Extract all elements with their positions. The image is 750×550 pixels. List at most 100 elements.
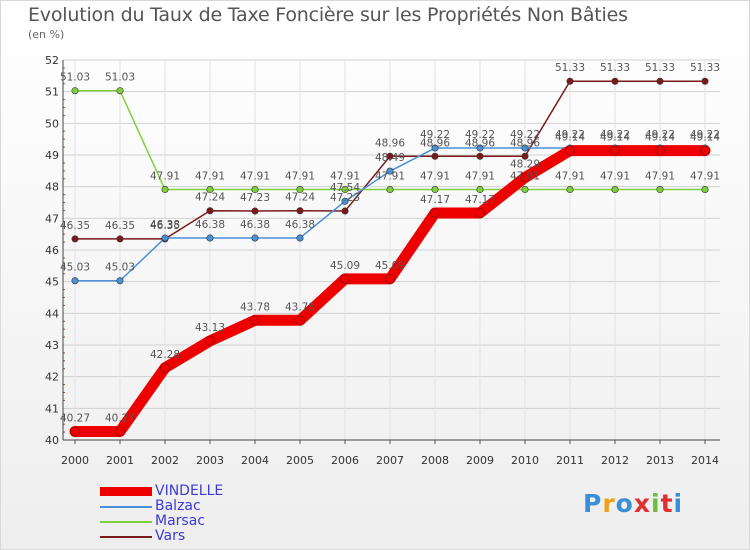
point-vars [251, 207, 259, 215]
point-balzac [161, 234, 169, 242]
point-vindelle [655, 145, 665, 156]
point-marsac [71, 87, 79, 95]
data-label-marsac: 51.03 [60, 72, 90, 84]
data-label-marsac: 47.91 [600, 171, 630, 183]
point-marsac [296, 186, 304, 194]
y-tick-label: 47 [45, 212, 59, 225]
data-label-balzac: 46.38 [195, 219, 225, 231]
data-label-balzac: 49.22 [690, 129, 720, 141]
data-label-vars: 47.24 [195, 192, 225, 204]
data-label-balzac: 49.22 [645, 129, 675, 141]
data-label-marsac: 51.03 [105, 72, 135, 84]
data-label-vindelle: 49.14 [690, 132, 720, 144]
legend-label: Marsac [155, 513, 205, 529]
data-label-vindelle: 49.14 [600, 132, 630, 144]
point-balzac [251, 234, 259, 242]
data-label-vindelle: 45.09 [330, 260, 360, 272]
point-vars [521, 152, 529, 160]
data-label-balzac: 45.03 [60, 262, 90, 274]
data-points [70, 77, 710, 437]
point-vindelle [250, 315, 260, 326]
legend-label: Balzac [155, 498, 201, 514]
data-label-marsac: 47.91 [285, 171, 315, 183]
data-label-vars: 46.35 [150, 220, 180, 232]
point-balzac [116, 277, 124, 285]
data-label-vindelle: 49.14 [555, 132, 585, 144]
point-vindelle [475, 207, 485, 218]
legend-label: Vars [155, 528, 186, 544]
y-tick-label: 45 [45, 276, 59, 289]
data-label-marsac: 47.91 [330, 171, 360, 183]
logo-letters: Proxiti [583, 489, 684, 518]
data-label-marsac: 47.91 [645, 171, 675, 183]
data-label-marsac: 47.91 [510, 171, 540, 183]
point-vindelle [205, 335, 215, 346]
point-vars [341, 207, 349, 215]
data-label-vars: 48.96 [510, 137, 540, 149]
legend-swatch [100, 536, 152, 538]
data-label-vindelle: 47.17 [465, 194, 495, 206]
point-marsac [656, 186, 664, 194]
point-marsac [566, 186, 574, 194]
data-label-marsac: 47.91 [240, 171, 270, 183]
point-vars [116, 235, 124, 243]
data-label-vars: 46.35 [60, 220, 90, 232]
data-label-balzac: 49.22 [555, 129, 585, 141]
y-tick-label: 49 [45, 149, 59, 162]
y-tick-label: 42 [45, 371, 59, 384]
x-tick-label: 2012 [601, 454, 629, 467]
point-marsac [521, 186, 529, 194]
x-tick-label: 2001 [106, 454, 134, 467]
data-label-balzac: 45.03 [105, 262, 135, 274]
x-tick-label: 2010 [511, 454, 539, 467]
data-label-balzac: 46.38 [285, 219, 315, 231]
data-label-vindelle: 40.27 [60, 412, 90, 424]
point-vindelle [565, 145, 575, 156]
data-label-marsac: 47.91 [420, 171, 450, 183]
y-tick-label: 50 [45, 117, 59, 130]
point-vindelle [430, 207, 440, 218]
y-tick-label: 44 [45, 307, 59, 320]
data-label-vars: 46.35 [105, 220, 135, 232]
data-label-balzac: 46.38 [240, 219, 270, 231]
point-vars [611, 77, 619, 85]
x-tick-label: 2013 [646, 454, 674, 467]
point-vindelle [700, 145, 710, 156]
data-label-vindelle: 43.78 [285, 301, 315, 313]
point-marsac [251, 186, 259, 194]
x-tick-label: 2011 [556, 454, 584, 467]
data-label-vindelle: 43.13 [195, 322, 225, 334]
x-tick-label: 2014 [691, 454, 719, 467]
legend-swatch [100, 487, 152, 496]
point-balzac [386, 167, 394, 175]
data-label-balzac: 49.22 [600, 129, 630, 141]
point-vars [476, 152, 484, 160]
data-label-vars: 48.96 [465, 137, 495, 149]
data-label-balzac: 46.38 [150, 219, 180, 231]
legend-label: VINDELLE [155, 483, 224, 499]
data-label-vars: 51.33 [645, 62, 675, 74]
data-label-vindelle: 43.78 [240, 301, 270, 313]
data-label-marsac: 47.91 [150, 171, 180, 183]
point-marsac [386, 186, 394, 194]
data-label-vindelle: 40.27 [105, 412, 135, 424]
y-tick-label: 51 [45, 86, 59, 99]
point-marsac [206, 186, 214, 194]
point-vindelle [385, 273, 395, 284]
point-marsac [476, 186, 484, 194]
point-balzac [296, 234, 304, 242]
point-marsac [161, 186, 169, 194]
data-label-vindelle: 47.17 [420, 194, 450, 206]
point-vars [656, 77, 664, 85]
point-vars [431, 152, 439, 160]
data-label-vars: 48.96 [420, 137, 450, 149]
point-marsac [341, 186, 349, 194]
point-vars [386, 152, 394, 160]
x-tick-label: 2000 [61, 454, 89, 467]
data-label-marsac: 47.91 [555, 171, 585, 183]
x-tick-label: 2006 [331, 454, 359, 467]
data-label-marsac: 47.91 [690, 171, 720, 183]
y-tick-label: 48 [45, 181, 59, 194]
point-marsac [611, 186, 619, 194]
